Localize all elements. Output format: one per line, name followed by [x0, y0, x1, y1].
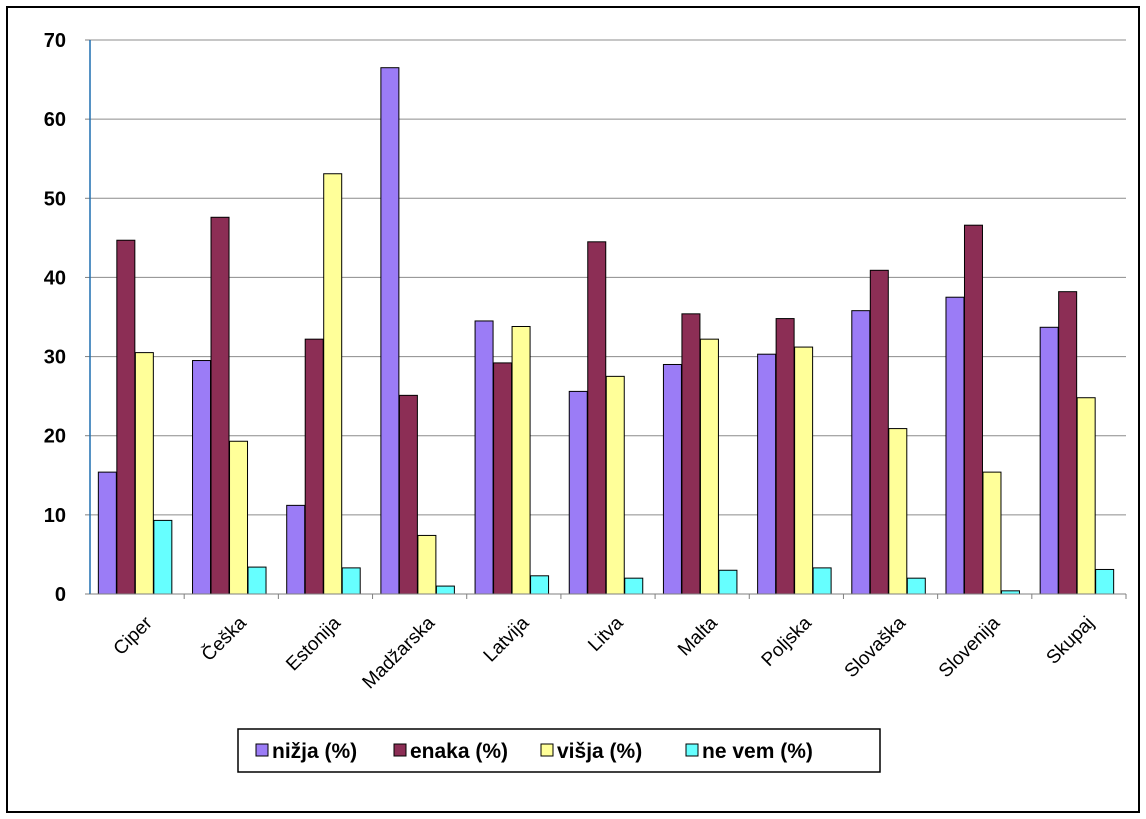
bar-litva-0 [568, 390, 588, 595]
axes [85, 39, 1127, 599]
x-category-label: Estonija [282, 612, 345, 675]
y-tick-label: 70 [44, 30, 66, 52]
x-category-label: Ciper [110, 612, 157, 659]
bar-estonija-0 [286, 504, 306, 595]
bar-slovenija-1 [963, 224, 983, 595]
bar-skupaj-2 [1076, 397, 1096, 595]
legend-box [237, 728, 881, 773]
legend-swatch [393, 743, 407, 757]
bar-litva-2 [605, 375, 625, 595]
y-tick-label: 60 [44, 109, 66, 131]
y-tick-labels: 0 10 20 30 40 50 60 70 [44, 30, 66, 606]
x-category-label: Skupaj [1043, 613, 1099, 669]
x-category-label: Latvija [480, 612, 534, 666]
bar-litva-1 [587, 241, 607, 595]
legend-swatch [255, 743, 269, 757]
x-category-label: Madžarska [359, 612, 440, 693]
bar-ciper-2 [134, 352, 154, 595]
bar-latvija-0 [474, 320, 494, 595]
x-category-label: Češka [197, 612, 251, 666]
bar-malta-0 [662, 363, 682, 595]
legend-label: nižja (%) [272, 740, 357, 763]
bar-latvija-3 [530, 575, 550, 595]
legend-label: enaka (%) [410, 740, 508, 763]
x-category-label: Litva [584, 612, 628, 656]
bar-poljska-0 [757, 353, 777, 595]
y-tick-label: 0 [55, 584, 66, 606]
legend: nižja (%) enaka (%) višja (%) ne vem (%) [237, 728, 881, 773]
bar-madžarska-1 [398, 394, 418, 595]
x-category-label: Poljska [758, 612, 816, 670]
bar-litva-3 [624, 577, 644, 595]
bar-skupaj-0 [1039, 326, 1059, 595]
x-category-label: Slovenija [935, 612, 1005, 682]
bars [97, 67, 1115, 595]
x-category-label: Malta [674, 612, 722, 660]
bar-madžarska-3 [435, 585, 455, 595]
bar-estonija-3 [341, 567, 361, 595]
bar-estonija-2 [323, 173, 343, 595]
bar-latvija-2 [511, 325, 531, 595]
bar-slovaška-1 [869, 269, 889, 595]
x-category-label: Slovaška [841, 612, 911, 682]
legend-swatch [540, 743, 554, 757]
bar-slovenija-2 [982, 471, 1002, 595]
y-tick-label: 50 [44, 188, 66, 210]
bar-češka-1 [210, 216, 230, 595]
bar-slovenija-0 [945, 296, 965, 595]
x-category-labels: Ciper Češka Estonija Madžarska Latvija Litva M… [110, 612, 1099, 694]
bar-malta-2 [699, 338, 719, 595]
bar-slovaška-0 [851, 310, 871, 595]
legend-label: višja (%) [557, 740, 642, 763]
bar-slovaška-3 [906, 577, 926, 595]
bar-latvija-1 [493, 362, 513, 595]
y-tick-label: 20 [44, 426, 66, 448]
y-tick-label: 30 [44, 347, 66, 369]
y-tick-label: 10 [44, 505, 66, 527]
legend-swatch [685, 743, 699, 757]
bar-madžarska-2 [417, 534, 437, 595]
bar-estonija-1 [304, 338, 324, 595]
y-tick-label: 40 [44, 267, 66, 289]
bar-poljska-3 [812, 567, 832, 595]
bar-češka-0 [192, 360, 212, 595]
bar-malta-1 [681, 313, 701, 595]
bar-ciper-0 [97, 471, 117, 595]
bar-skupaj-3 [1095, 568, 1115, 595]
bar-malta-3 [718, 569, 738, 595]
bar-ciper-3 [153, 519, 173, 595]
bar-češka-3 [247, 566, 267, 595]
bar-madžarska-0 [380, 67, 400, 595]
bar-skupaj-1 [1058, 291, 1078, 595]
bar-poljska-2 [794, 346, 814, 595]
legend-label: ne vem (%) [702, 740, 813, 763]
bar-češka-2 [229, 440, 249, 595]
bar-poljska-1 [775, 318, 795, 595]
bar-slovaška-2 [888, 428, 908, 595]
bar-ciper-1 [116, 239, 136, 595]
